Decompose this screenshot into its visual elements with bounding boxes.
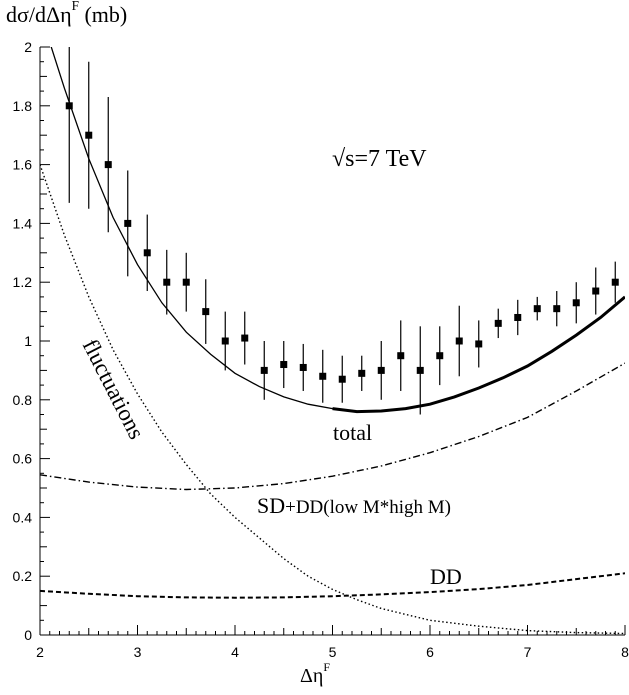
x-tick-label: 3 (134, 644, 142, 660)
data-point (475, 340, 483, 348)
data-point (143, 249, 151, 257)
y-tick-label: 1.8 (13, 98, 33, 114)
data-point (202, 308, 210, 316)
x-axis-label: ΔηF (300, 660, 331, 687)
data-point (221, 337, 229, 345)
y-tick-label: 0.4 (13, 509, 33, 525)
x-tick-label: 7 (524, 644, 532, 660)
y-tick-label: 1 (24, 333, 32, 349)
data-point (241, 334, 249, 342)
y-tick-label: 1.6 (13, 157, 33, 173)
data-point (299, 363, 307, 371)
energy-annotation: √s=7 TeV (332, 146, 427, 172)
curves-layer (40, 47, 625, 635)
series-line-total-thick (332, 295, 625, 414)
x-tick-label: 2 (36, 644, 44, 660)
y-tick-label: 0.8 (13, 392, 33, 408)
data-point (436, 352, 444, 360)
data-point (553, 305, 561, 313)
error-bars-layer (68, 47, 616, 415)
data-point (104, 161, 112, 169)
data-point (455, 337, 463, 345)
sd-label: SD+DD(low M*high M) (257, 493, 452, 518)
data-point (611, 278, 619, 286)
ticks-layer (39, 46, 626, 636)
y-axis-label: dσ/dΔηF (mb) (6, 0, 128, 27)
total-label: total (333, 420, 373, 445)
y-tick-label: 0.2 (13, 568, 33, 584)
x-tick-label: 5 (329, 644, 337, 660)
data-point (416, 366, 424, 374)
data-point (182, 278, 190, 286)
data-point (592, 287, 600, 295)
data-point (319, 372, 327, 380)
data-points-layer (65, 102, 619, 383)
data-point (494, 319, 502, 327)
y-tick-label: 1.2 (13, 274, 33, 290)
data-point (572, 299, 580, 307)
x-tick-label: 4 (231, 644, 239, 660)
data-point (397, 352, 405, 360)
data-point (533, 305, 541, 313)
axes-layer (39, 47, 625, 636)
data-point (163, 278, 171, 286)
data-point (338, 375, 346, 383)
series-line-dd (40, 572, 625, 599)
data-point (280, 361, 288, 369)
data-point (85, 131, 93, 139)
dd-label: DD (430, 564, 462, 589)
data-point (124, 219, 132, 227)
y-tick-label: 2 (24, 39, 32, 55)
series-line-sd (40, 362, 625, 491)
tick-labels-layer: 2 3 4 5 6 7 8 0 0.2 0.4 0.6 0.8 1 1.2 1.4 1.6 1.8 2 (13, 39, 629, 660)
y-tick-label: 1.4 (13, 215, 33, 231)
data-point (358, 369, 366, 377)
y-tick-label: 0.6 (13, 451, 33, 467)
data-point (377, 366, 385, 374)
x-tick-label: 6 (426, 644, 434, 660)
data-point (260, 366, 268, 374)
x-tick-label: 8 (621, 644, 629, 660)
y-tick-label: 0 (24, 627, 32, 643)
data-point (65, 102, 73, 110)
data-point (514, 313, 522, 321)
series-line-fluctuations (40, 164, 625, 635)
